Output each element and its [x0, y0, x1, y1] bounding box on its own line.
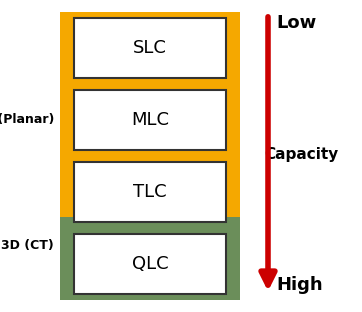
Text: SLC: SLC — [133, 39, 167, 57]
Text: Low: Low — [276, 14, 316, 32]
Bar — [74, 90, 226, 150]
Text: Capacity: Capacity — [264, 147, 338, 162]
Text: MLC: MLC — [131, 111, 169, 129]
Text: High: High — [276, 276, 323, 294]
Bar — [74, 234, 226, 294]
Bar — [74, 162, 226, 222]
Text: 2D (Planar): 2D (Planar) — [0, 114, 54, 126]
Bar — [60, 217, 240, 300]
Text: TLC: TLC — [133, 183, 167, 201]
Text: QLC: QLC — [132, 255, 168, 273]
Text: 3D (CT): 3D (CT) — [1, 240, 54, 252]
Bar — [60, 12, 240, 217]
Bar — [74, 18, 226, 78]
